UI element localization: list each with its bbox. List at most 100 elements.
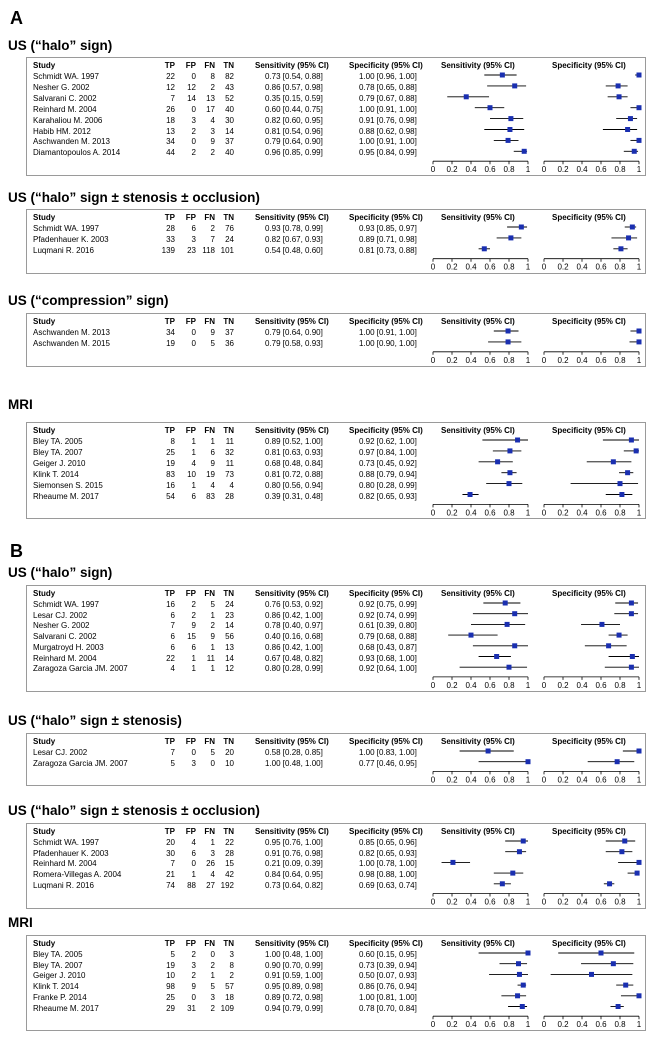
fp-value: 3 bbox=[191, 234, 196, 244]
tp-value: 19 bbox=[166, 338, 175, 348]
fn-header: FN bbox=[204, 213, 215, 222]
point-estimate-marker bbox=[622, 838, 628, 844]
sensitivity-header: Sensitivity (95% CI) bbox=[255, 213, 329, 222]
tp-value: 139 bbox=[161, 245, 175, 255]
point-estimate-marker bbox=[625, 127, 631, 132]
fp-value: 23 bbox=[187, 245, 196, 255]
tp-value: 21 bbox=[166, 870, 175, 880]
study-name: Lesar CJ. 2002 bbox=[33, 748, 88, 757]
study-header: Study bbox=[33, 589, 56, 598]
tn-value: 13 bbox=[225, 642, 234, 652]
tp-value: 5 bbox=[170, 758, 175, 768]
specificity-value: 0.68 [0.43, 0.87] bbox=[359, 642, 417, 652]
fp-value: 0 bbox=[191, 137, 196, 147]
sensitivity-plot-header: Sensitivity (95% CI) bbox=[441, 61, 515, 70]
fp-value: 10 bbox=[187, 469, 196, 479]
tp-value: 18 bbox=[166, 115, 175, 125]
point-estimate-marker bbox=[636, 859, 642, 865]
specificity-value: 0.78 [0.70, 0.84] bbox=[359, 1003, 417, 1013]
point-estimate-marker bbox=[614, 759, 620, 765]
fn-header: FN bbox=[204, 737, 215, 746]
point-estimate-marker bbox=[616, 632, 622, 638]
fp-value: 0 bbox=[191, 328, 196, 337]
point-estimate-marker bbox=[627, 116, 633, 122]
fp-value: 2 bbox=[191, 600, 196, 609]
fp-value: 2 bbox=[191, 950, 196, 959]
point-estimate-marker bbox=[626, 235, 632, 241]
study-name: Franke P. 2014 bbox=[33, 992, 87, 1002]
specificity-plot-header: Specificity (95% CI) bbox=[552, 589, 626, 598]
fn-value: 5 bbox=[210, 982, 215, 992]
x-tick-label: 0.6 bbox=[484, 681, 496, 690]
point-estimate-marker bbox=[636, 748, 642, 754]
specificity-header: Specificity (95% CI) bbox=[349, 317, 423, 326]
tp-value: 16 bbox=[166, 480, 175, 490]
fn-value: 2 bbox=[210, 621, 215, 631]
specificity-value: 1.00 [0.91, 1.00] bbox=[359, 328, 417, 337]
study-header: Study bbox=[33, 939, 56, 948]
tn-header: TN bbox=[223, 827, 234, 836]
fp-value: 3 bbox=[191, 960, 196, 970]
tn-header: TN bbox=[223, 939, 234, 948]
tp-value: 10 bbox=[166, 971, 175, 981]
x-tick-label: 0.6 bbox=[595, 898, 607, 907]
x-tick-label: 0.2 bbox=[446, 263, 458, 272]
fn-value: 19 bbox=[206, 469, 215, 479]
x-tick-label: 0.2 bbox=[557, 681, 569, 690]
specificity-value: 0.95 [0.84, 0.99] bbox=[359, 148, 417, 158]
fp-value: 4 bbox=[191, 458, 196, 468]
sensitivity-value: 0.73 [0.54, 0.88] bbox=[265, 72, 323, 81]
x-tick-label: 0.2 bbox=[446, 508, 458, 517]
fp-value: 1 bbox=[191, 447, 196, 457]
point-estimate-marker bbox=[628, 600, 634, 606]
x-tick-label: 0.6 bbox=[484, 356, 496, 365]
x-tick-label: 0.6 bbox=[484, 263, 496, 272]
panel-letter: A bbox=[10, 8, 23, 28]
sensitivity-forest-plot: 0 0.2 0.4 0.6 0.8 1 bbox=[431, 600, 531, 690]
tn-value: 57 bbox=[225, 982, 234, 992]
tp-value: 28 bbox=[166, 224, 175, 233]
fp-header: FP bbox=[185, 737, 196, 746]
tp-header: TP bbox=[164, 589, 175, 598]
x-tick-label: 1 bbox=[526, 681, 531, 690]
fp-header: FP bbox=[185, 939, 196, 948]
section-title: US (“halo” sign ± stenosis ± occlusion) bbox=[8, 803, 260, 818]
specificity-forest-plot: 0 0.2 0.4 0.6 0.8 1 bbox=[542, 437, 642, 517]
x-tick-label: 0 bbox=[542, 681, 547, 690]
fn-value: 118 bbox=[202, 245, 215, 255]
point-estimate-marker bbox=[636, 105, 642, 111]
specificity-header: Specificity (95% CI) bbox=[349, 827, 423, 836]
study-name: Lesar CJ. 2002 bbox=[33, 610, 88, 620]
study-name: Aschwanden M. 2015 bbox=[33, 338, 110, 348]
point-estimate-marker bbox=[619, 849, 625, 855]
study-name: Bley TA. 2005 bbox=[33, 950, 83, 959]
sensitivity-value: 1.00 [0.48, 1.00] bbox=[265, 758, 323, 768]
point-estimate-marker bbox=[494, 654, 500, 659]
forest-table: Study TP FP FN TN Sensitivity (95% CI) Specifi… bbox=[26, 313, 646, 367]
fn-value: 11 bbox=[206, 653, 215, 663]
tp-value: 8 bbox=[170, 437, 175, 446]
panel-letter: B bbox=[10, 541, 23, 561]
tn-value: 18 bbox=[225, 992, 234, 1002]
point-estimate-marker bbox=[502, 600, 508, 606]
section-title: US (“compression” sign) bbox=[8, 293, 169, 308]
tp-value: 33 bbox=[166, 234, 175, 244]
x-tick-label: 1 bbox=[526, 356, 531, 365]
study-name: Zaragoza Garcia JM. 2007 bbox=[33, 758, 128, 768]
point-estimate-marker bbox=[508, 235, 514, 241]
specificity-value: 0.50 [0.07, 0.93] bbox=[359, 971, 417, 981]
point-estimate-marker bbox=[507, 448, 513, 454]
specificity-value: 0.82 [0.65, 0.93] bbox=[359, 491, 417, 501]
point-estimate-marker bbox=[510, 870, 516, 876]
point-estimate-marker bbox=[450, 859, 456, 865]
x-tick-label: 0 bbox=[431, 263, 436, 272]
tn-value: 14 bbox=[225, 126, 234, 136]
study-name: Klink T. 2014 bbox=[33, 982, 79, 992]
tn-header: TN bbox=[223, 317, 234, 326]
point-estimate-marker bbox=[636, 993, 642, 999]
specificity-plot-header: Specificity (95% CI) bbox=[552, 939, 626, 948]
specificity-header: Specificity (95% CI) bbox=[349, 939, 423, 948]
sensitivity-value: 0.68 [0.48, 0.84] bbox=[265, 458, 323, 468]
x-tick-label: 1 bbox=[526, 165, 531, 174]
x-tick-label: 0.6 bbox=[595, 1020, 607, 1029]
